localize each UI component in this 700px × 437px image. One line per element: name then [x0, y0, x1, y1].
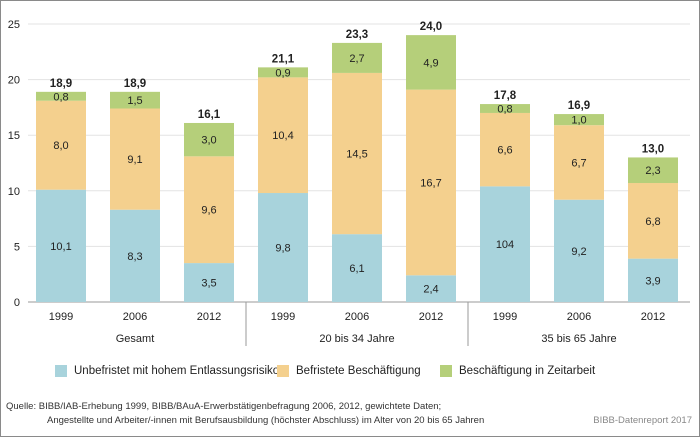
bar-segment-befristet: [406, 89, 456, 276]
bar-value-label: 2,7: [349, 53, 364, 65]
bar-segment-zeitarbeit: [480, 104, 530, 113]
y-tick-label: 20: [8, 75, 20, 87]
bar-value-label: 6,8: [645, 216, 660, 228]
bar-value-label: 1,0: [571, 115, 586, 127]
stacked-bar-chart: 051015202510,18,00,818,919998,39,11,518,…: [8, 19, 690, 346]
bar-total-label: 24,0: [420, 21, 442, 33]
legend-swatch-befristet: [277, 365, 289, 377]
bar-segment-zeitarbeit: [406, 35, 456, 90]
bar-value-label: 3,9: [645, 275, 660, 287]
bar-total-label: 13,0: [642, 143, 664, 155]
bar-value-label: 3,5: [201, 278, 216, 290]
legend: Unbefristet mit hohem Entlassungsrisiko …: [0, 365, 700, 383]
bar-value-label: 6,7: [571, 157, 586, 169]
source-line-2: Angestellte und Arbeiter/-innen mit Beru…: [47, 415, 485, 426]
bar-value-label: 2,3: [645, 165, 660, 177]
bar-value-label: 9,2: [571, 246, 586, 258]
bar-segment-zeitarbeit: [36, 91, 86, 101]
bar-segment-befristet: [36, 100, 86, 190]
x-tick-label: 1999: [49, 311, 73, 323]
x-tick-label: 2012: [197, 311, 221, 323]
bar-total-label: 16,1: [198, 109, 221, 121]
legend-item-zeitarbeit: Beschäftigung in Zeitarbeit: [440, 365, 595, 377]
bar-segment-unbefristet: [258, 193, 308, 302]
bar-value-label: 2,4: [423, 284, 438, 296]
x-tick-label: 1999: [271, 311, 295, 323]
bar-segment-zeitarbeit: [554, 114, 604, 126]
legend-item-befristet: Befristete Beschäftigung: [277, 365, 421, 377]
bar-segment-unbefristet: [184, 263, 234, 302]
y-tick-label: 10: [8, 186, 20, 198]
x-tick-label: 1999: [493, 311, 517, 323]
bar-total-label: 18,9: [50, 78, 72, 90]
group-label: 20 bis 34 Jahre: [319, 333, 394, 345]
bar-total-label: 21,1: [272, 53, 295, 65]
source-line-1: Quelle: BIBB/IAB-Erhebung 1999, BIBB/BAu…: [6, 401, 442, 412]
bar-total-label: 16,9: [568, 100, 590, 112]
bar-segment-zeitarbeit: [258, 67, 308, 78]
y-tick-label: 15: [8, 130, 20, 142]
bar-segment-unbefristet: [110, 209, 160, 302]
bar-value-label: 6,1: [349, 263, 364, 275]
credit-note: BIBB-Datenreport 2017: [593, 415, 692, 426]
bar-total-label: 17,8: [494, 90, 517, 102]
legend-label-unbefristet: Unbefristet mit hohem Entlassungsrisiko: [74, 365, 280, 377]
bar-value-label: 9,8: [275, 243, 290, 255]
bar-total-label: 18,9: [124, 78, 146, 90]
bar-value-label: 10,4: [272, 130, 293, 142]
bar-segment-befristet: [480, 112, 530, 187]
bar-segment-zeitarbeit: [110, 91, 160, 109]
bar-value-label: 0,8: [53, 91, 68, 103]
y-tick-label: 0: [14, 297, 20, 309]
bar-segment-befristet: [332, 72, 382, 235]
bar-value-label: 104: [496, 239, 514, 251]
bar-value-label: 1,5: [127, 95, 142, 107]
bar-segment-unbefristet: [480, 186, 530, 302]
bar-segment-unbefristet: [36, 189, 86, 302]
bar-segment-zeitarbeit: [628, 157, 678, 184]
bar-segment-befristet: [258, 77, 308, 194]
bar-segment-befristet: [184, 156, 234, 264]
x-tick-label: 2012: [419, 311, 443, 323]
y-tick-label: 5: [14, 241, 20, 253]
bar-value-label: 6,6: [497, 145, 512, 157]
x-tick-label: 2012: [641, 311, 665, 323]
source-note: Quelle: BIBB/IAB-Erhebung 1999, BIBB/BAu…: [6, 400, 566, 428]
bar-segment-unbefristet: [628, 258, 678, 302]
bar-value-label: 3,0: [201, 135, 216, 147]
group-label: 35 bis 65 Jahre: [541, 333, 616, 345]
x-tick-label: 2006: [567, 311, 591, 323]
bar-segment-unbefristet: [332, 234, 382, 302]
y-tick-label: 25: [8, 19, 20, 31]
legend-swatch-zeitarbeit: [440, 365, 452, 377]
bar-segment-befristet: [110, 108, 160, 210]
group-label: Gesamt: [116, 333, 155, 345]
legend-label-befristet: Befristete Beschäftigung: [296, 365, 421, 377]
bar-segment-befristet: [628, 183, 678, 259]
bar-value-label: 10,1: [50, 241, 71, 253]
bar-value-label: 16,7: [420, 177, 441, 189]
bar-segment-zeitarbeit: [332, 42, 382, 73]
legend-swatch-unbefristet: [55, 365, 67, 377]
bar-value-label: 14,5: [346, 149, 367, 161]
bar-total-label: 23,3: [346, 29, 368, 41]
legend-label-zeitarbeit: Beschäftigung in Zeitarbeit: [459, 365, 596, 377]
bar-value-label: 4,9: [423, 57, 438, 69]
bar-value-label: 0,8: [497, 104, 512, 116]
x-tick-label: 2006: [345, 311, 369, 323]
bar-segment-zeitarbeit: [184, 122, 234, 157]
bar-segment-befristet: [554, 125, 604, 200]
bar-value-label: 8,0: [53, 140, 68, 152]
legend-item-unbefristet: Unbefristet mit hohem Entlassungsrisiko: [55, 365, 279, 377]
bar-value-label: 8,3: [127, 251, 142, 263]
bar-value-label: 9,6: [201, 205, 216, 217]
bar-value-label: 0,9: [275, 67, 290, 79]
bar-segment-unbefristet: [554, 199, 604, 302]
bar-value-label: 9,1: [127, 154, 142, 166]
bar-segment-unbefristet: [406, 275, 456, 302]
x-tick-label: 2006: [123, 311, 147, 323]
